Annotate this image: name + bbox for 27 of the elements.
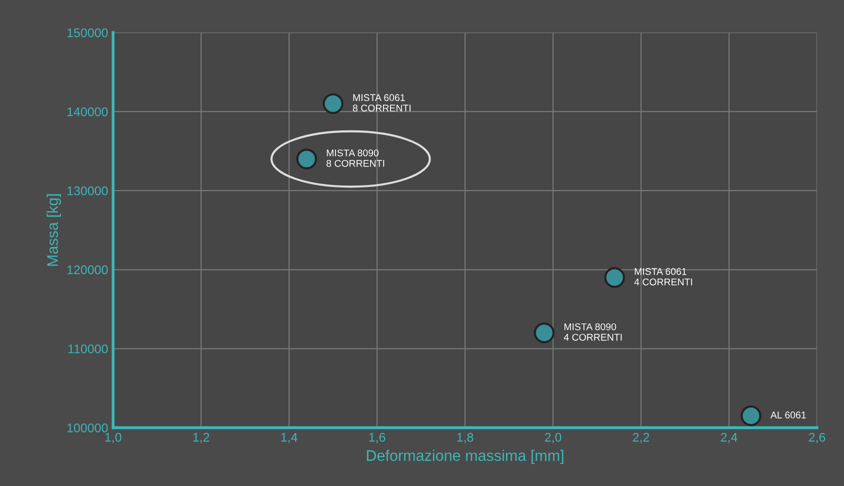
y-tick-label: 100000 bbox=[67, 423, 108, 432]
annotation: MISTA 8090 8 CORRENTI bbox=[326, 149, 384, 167]
x-tick-label: 1,8 bbox=[457, 432, 474, 444]
x-axis-title: Deformazione massima [mm] bbox=[366, 450, 564, 464]
point bbox=[322, 93, 344, 114]
x-tick-label: 2,4 bbox=[720, 432, 738, 444]
y-tick-label: 120000 bbox=[67, 265, 108, 274]
y-axis-title: Massa [kg] bbox=[46, 194, 61, 266]
point bbox=[740, 405, 762, 426]
annotation: MISTA 8090 4 CORRENTI bbox=[564, 323, 622, 341]
point bbox=[534, 322, 555, 344]
x-tick-label: 1,4 bbox=[281, 433, 298, 444]
annotation: MISTA 6061 8 CORRENTI bbox=[352, 94, 410, 112]
x-tick-label: 2,6 bbox=[808, 432, 826, 444]
x-tick-label: 1,6 bbox=[369, 432, 386, 444]
annotation: AL 6061 bbox=[770, 412, 806, 418]
x-tick-label: 1,0 bbox=[105, 432, 122, 444]
y-tick-label: 110000 bbox=[68, 344, 108, 354]
x-tick-label: 2,2 bbox=[632, 432, 650, 444]
x-tick-label: 1,2 bbox=[193, 432, 210, 444]
point bbox=[604, 267, 625, 288]
point bbox=[296, 148, 318, 170]
annotation: MISTA 6061 4 CORRENTI bbox=[634, 268, 692, 286]
y-tick-label: 150000 bbox=[67, 28, 108, 38]
y-tick-label: 140000 bbox=[67, 107, 108, 116]
x-tick-label: 2,0 bbox=[544, 432, 562, 444]
y-tick-label: 130000 bbox=[67, 186, 108, 196]
